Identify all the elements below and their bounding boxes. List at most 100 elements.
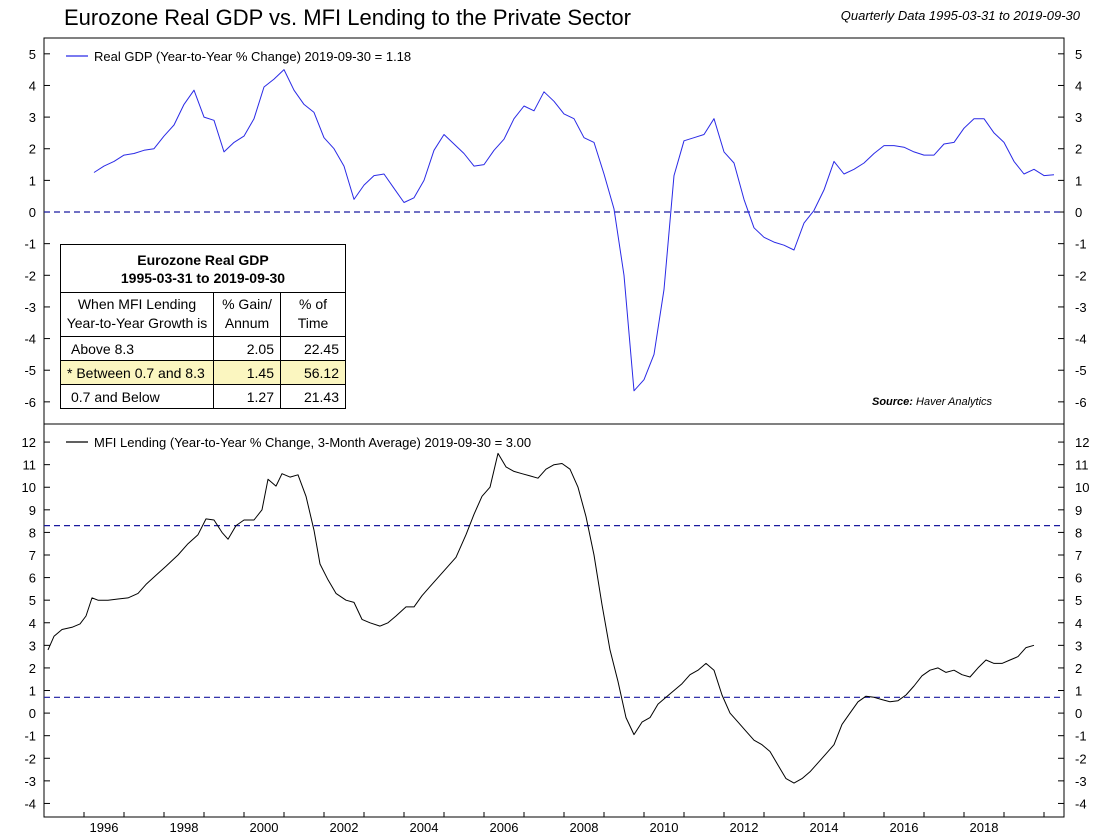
- stats-table-header: Eurozone Real GDP 1995-03-31 to 2019-09-…: [61, 245, 345, 293]
- mfi-ytick-label-right: 5: [1075, 593, 1082, 608]
- stats-col-time-header: % of Time: [280, 293, 345, 337]
- mfi-ytick-label-left: 2: [29, 661, 36, 676]
- stats-col-condition-line1: When MFI Lending: [77, 296, 197, 312]
- mfi-ytick-label-right: 9: [1075, 503, 1082, 518]
- stats-row-time: 21.43: [303, 388, 339, 405]
- gdp-ytick-label-right: 0: [1075, 205, 1082, 220]
- gdp-ytick-label-right: -5: [1075, 363, 1087, 378]
- mfi-plot-frame: [43, 423, 1065, 818]
- gdp-ytick-label-right: 5: [1075, 47, 1082, 62]
- mfi-ytick-label-right: 8: [1075, 525, 1082, 540]
- gdp-ytick-label-left: -3: [24, 300, 36, 315]
- mfi-ytick-label-left: 10: [22, 480, 36, 495]
- gdp-legend-label: Real GDP (Year-to-Year % Change) 2019-09…: [94, 49, 411, 64]
- source-note: Source: Haver Analytics: [872, 396, 992, 408]
- mfi-ytick-label-right: 11: [1075, 458, 1089, 473]
- stats-col-condition-header: When MFI Lending Year-to-Year Growth is: [61, 293, 214, 337]
- stats-col-time-line2: Time: [297, 315, 329, 331]
- x-tick-label: 2016: [890, 820, 919, 835]
- stats-table-period: 1995-03-31 to 2019-09-30: [120, 270, 286, 286]
- stats-table-title: Eurozone Real GDP: [137, 252, 269, 268]
- mfi-ytick-label-right: 3: [1075, 638, 1082, 653]
- source-value: Haver Analytics: [916, 396, 993, 408]
- mfi-ytick-label-left: 9: [29, 503, 36, 518]
- gdp-ytick-label-right: 4: [1075, 78, 1082, 93]
- mfi-ytick-label-right: 1: [1075, 684, 1082, 699]
- stats-col-time-line1: % of: [298, 296, 327, 312]
- stats-col-gain-line2: Annum: [224, 315, 270, 331]
- x-tick-label: 2004: [410, 820, 439, 835]
- gdp-ytick-label-left: -4: [24, 332, 36, 347]
- gdp-ytick-label-left: -2: [24, 268, 36, 283]
- x-tick-label: 2012: [730, 820, 759, 835]
- gdp-ytick-label-right: -4: [1075, 332, 1087, 347]
- stats-row-label: 0.7 and Below: [61, 384, 214, 408]
- gdp-ytick-label-right: -6: [1075, 395, 1087, 410]
- stats-col-gain-header: % Gain/ Annum: [213, 293, 281, 337]
- mfi-ytick-label-left: -2: [24, 751, 36, 766]
- stats-column-headers: When MFI Lending Year-to-Year Growth is …: [61, 293, 345, 337]
- gdp-ytick-label-left: -1: [24, 237, 36, 252]
- mfi-ytick-label-right: -1: [1075, 729, 1087, 744]
- mfi-ytick-label-left: 6: [29, 571, 36, 586]
- mfi-ytick-label-left: 4: [29, 616, 36, 631]
- mfi-ytick-label-left: 7: [29, 548, 36, 563]
- stats-row-time: 56.12: [280, 360, 345, 385]
- stats-row-above: Above 8.3 2.05 22.45: [61, 336, 345, 361]
- chart-title: Eurozone Real GDP vs. MFI Lending to the…: [64, 5, 631, 30]
- x-tick-label: 1996: [90, 820, 119, 835]
- x-tick-label: 2014: [810, 820, 839, 835]
- gdp-series-line: [93, 69, 1055, 392]
- gdp-ytick-label-left: 4: [29, 78, 36, 93]
- gdp-ytick-label-left: -5: [24, 363, 36, 378]
- mfi-ytick-label-right: 7: [1075, 548, 1082, 563]
- mfi-ytick-label-right: 12: [1075, 435, 1089, 450]
- stats-row-label: Above 8.3: [61, 336, 214, 361]
- mfi-ytick-label-right: -3: [1075, 774, 1087, 789]
- mfi-ytick-label-left: 5: [29, 593, 36, 608]
- gdp-ytick-label-right: -3: [1075, 300, 1087, 315]
- gdp-ytick-label-right: -2: [1075, 268, 1087, 283]
- mfi-legend-label: MFI Lending (Year-to-Year % Change, 3-Mo…: [94, 435, 531, 450]
- stats-col-gain-line1: % Gain/: [222, 296, 272, 312]
- stats-row-gain: 1.27: [213, 384, 281, 408]
- x-tick-label: 2002: [330, 820, 359, 835]
- mfi-ytick-label-right: -2: [1075, 751, 1087, 766]
- mfi-ytick-label-right: 10: [1075, 480, 1089, 495]
- mfi-ytick-label-left: 12: [22, 435, 36, 450]
- mfi-ytick-label-left: -3: [24, 774, 36, 789]
- gdp-ytick-label-right: 2: [1075, 142, 1082, 157]
- mfi-ytick-label-right: 6: [1075, 571, 1082, 586]
- x-tick-label: 1998: [170, 820, 199, 835]
- stats-row-between: * Between 0.7 and 8.3 1.45 56.12: [61, 360, 345, 385]
- mfi-ytick-label-left: 3: [29, 638, 36, 653]
- gdp-ytick-label-left: 3: [29, 110, 36, 125]
- gdp-ytick-label-right: -1: [1075, 237, 1087, 252]
- mfi-ytick-label-left: 8: [29, 525, 36, 540]
- x-tick-label: 2006: [490, 820, 519, 835]
- gdp-ytick-label-right: 3: [1075, 110, 1082, 125]
- x-tick-label: 2008: [570, 820, 599, 835]
- mfi-ytick-label-right: -4: [1075, 796, 1087, 811]
- mfi-ytick-label-left: -4: [24, 796, 36, 811]
- gdp-ytick-label-left: 2: [29, 142, 36, 157]
- mfi-series-line: [47, 452, 1035, 784]
- mfi-ytick-label-right: 0: [1075, 706, 1082, 721]
- stats-table-grid: When MFI Lending Year-to-Year Growth is …: [61, 293, 345, 408]
- stats-table: Eurozone Real GDP 1995-03-31 to 2019-09-…: [60, 244, 346, 409]
- x-tick-label: 2010: [650, 820, 679, 835]
- x-tick-label: 2018: [970, 820, 999, 835]
- source-label: Source:: [872, 396, 913, 408]
- stats-col-condition-line2: Year-to-Year Growth is: [66, 315, 208, 331]
- gdp-ytick-label-right: 1: [1075, 173, 1082, 188]
- stats-row-time: 22.45: [280, 336, 345, 361]
- mfi-ytick-label-left: 1: [29, 684, 36, 699]
- gdp-ytick-label-left: -6: [24, 395, 36, 410]
- gdp-ytick-label-left: 1: [29, 173, 36, 188]
- stats-row-gain: 2.05: [213, 336, 281, 361]
- mfi-ytick-label-right: 2: [1075, 661, 1082, 676]
- mfi-ytick-label-right: 4: [1075, 616, 1082, 631]
- x-tick-label: 2000: [250, 820, 279, 835]
- mfi-ytick-label-left: 0: [29, 706, 36, 721]
